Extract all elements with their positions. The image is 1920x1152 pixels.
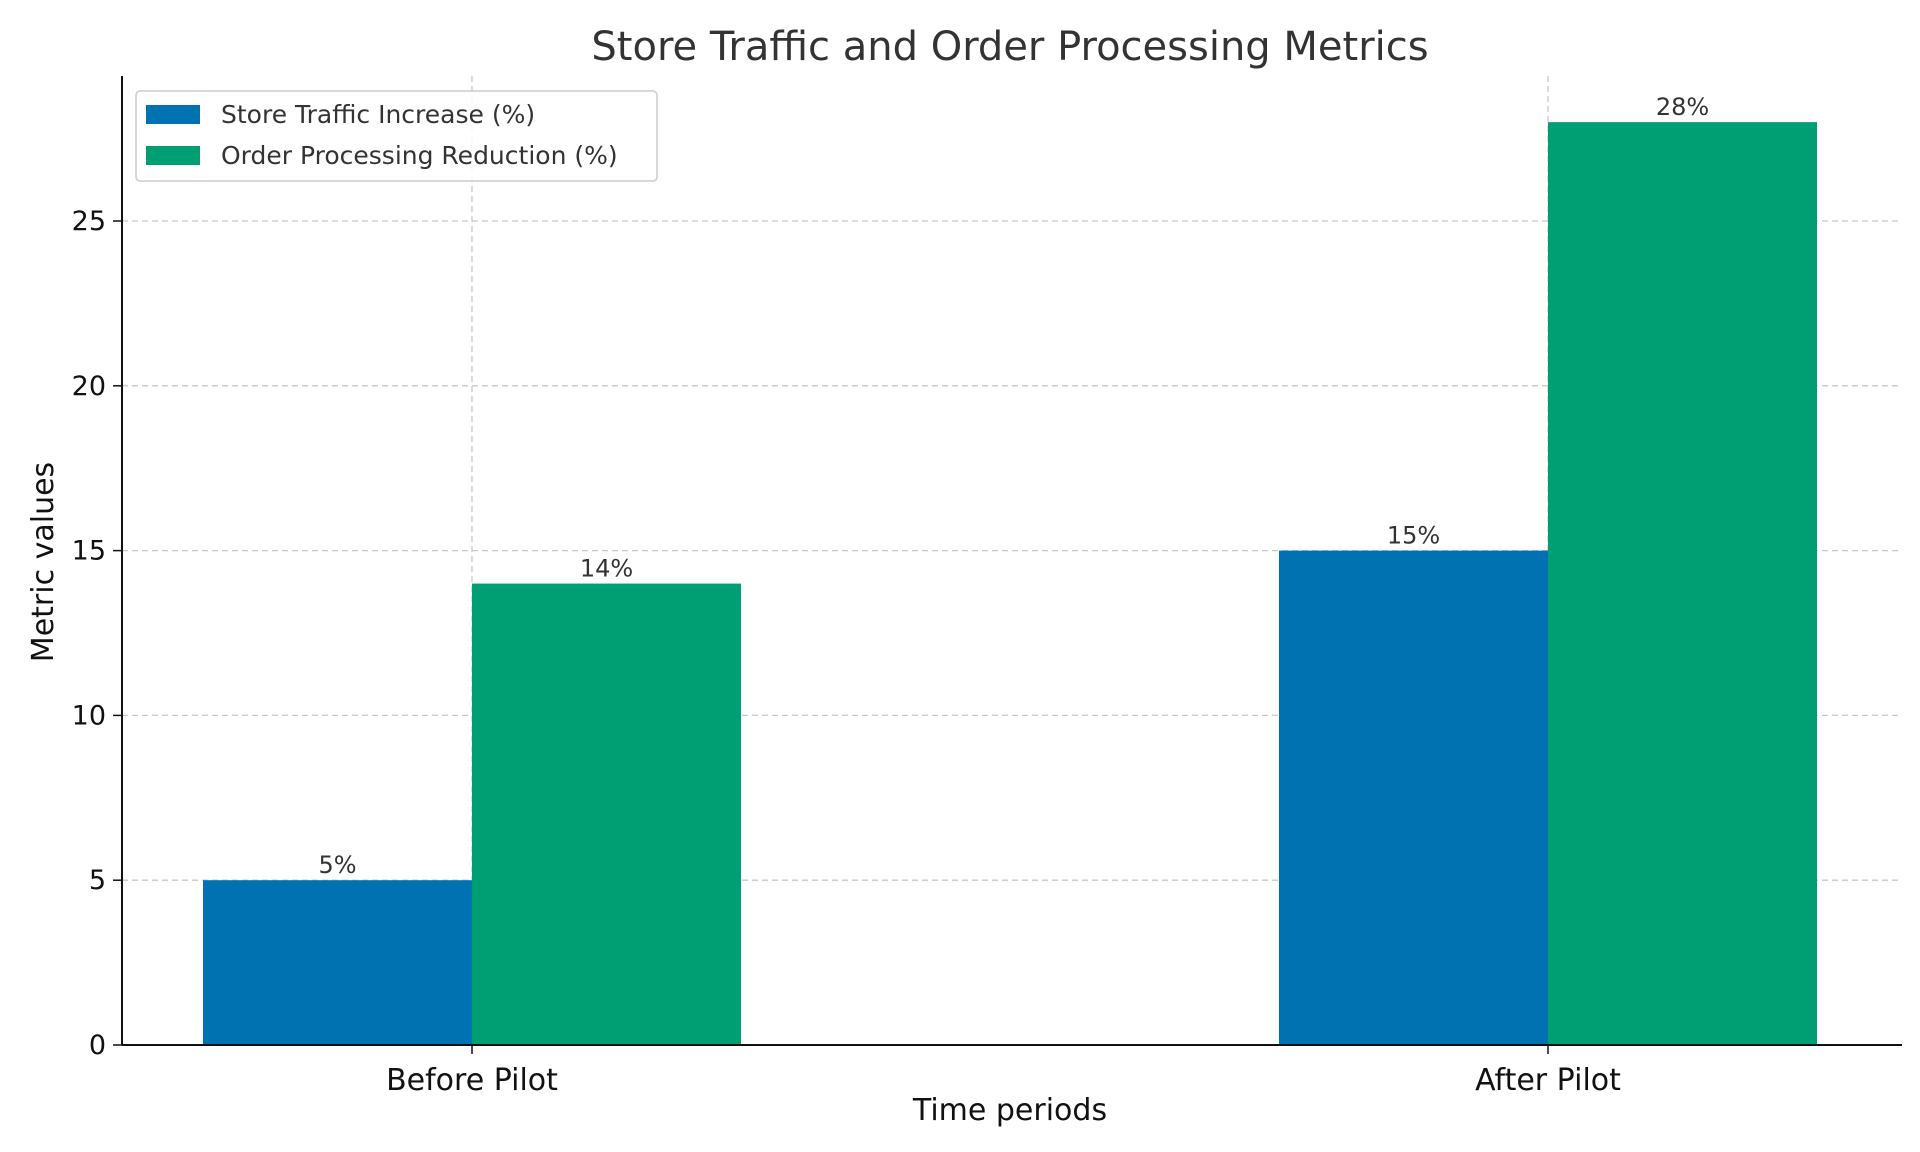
chart-title: Store Traffic and Order Processing Metri… <box>591 24 1428 70</box>
legend: Store Traffic Increase (%) Order Processi… <box>135 90 658 182</box>
bar-value-labels: 5% 15% 14% 28% <box>318 93 1709 879</box>
y-tick-label: 10 <box>72 700 106 731</box>
bars <box>203 122 1817 1045</box>
legend-swatch <box>146 105 200 124</box>
legend-swatch <box>146 146 200 165</box>
bar-value-label: 28% <box>1656 93 1709 121</box>
bar-value-label: 15% <box>1387 522 1440 550</box>
bar-order-processing <box>472 583 741 1045</box>
bar-value-label: 14% <box>580 555 633 583</box>
x-axis-label: Time periods <box>912 1093 1107 1128</box>
y-tick-label: 25 <box>72 206 106 237</box>
y-tick-label: 20 <box>72 371 106 402</box>
bar-store-traffic <box>203 880 472 1045</box>
bar-order-processing <box>1548 122 1817 1045</box>
axis-ticks: 0 5 10 15 20 25 Before Pilot After Pilot <box>72 206 1621 1098</box>
bar-value-label: 5% <box>318 851 356 879</box>
legend-entry-label: Store Traffic Increase (%) <box>221 100 535 129</box>
x-tick-label: Before Pilot <box>386 1063 558 1098</box>
bar-store-traffic <box>1279 550 1548 1045</box>
y-tick-label: 5 <box>89 865 106 896</box>
x-tick-label: After Pilot <box>1475 1063 1621 1098</box>
axes <box>121 76 1902 1046</box>
y-tick-label: 15 <box>72 536 106 567</box>
legend-entry-label: Order Processing Reduction (%) <box>221 141 618 170</box>
legend-box <box>135 90 658 182</box>
y-axis-label: Metric values <box>26 462 61 662</box>
y-tick-label: 0 <box>89 1030 106 1061</box>
